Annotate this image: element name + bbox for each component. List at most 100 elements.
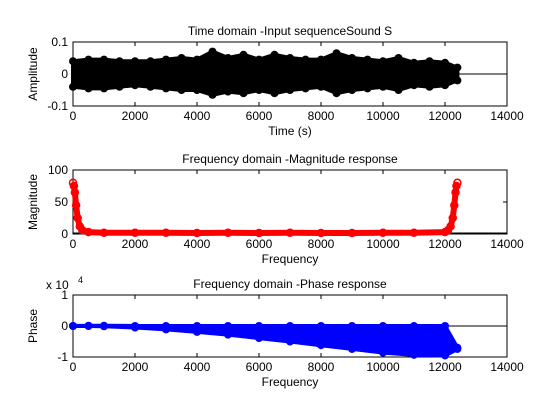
data-point [317,82,325,91]
data-point [317,341,325,350]
data-point [410,58,418,67]
y-tick-label: 50 [55,195,69,209]
y-tick-label: -0.1 [47,99,68,113]
data-point [99,228,109,237]
data-point [70,188,80,197]
y-tick-label: 0 [61,319,68,333]
data-point [363,55,372,64]
x-axis-label: Frequency [262,375,319,389]
data-point [131,323,139,332]
data-point [146,82,155,91]
data-point [224,330,232,339]
chart-title: Time domain -Input sequenceSound S [188,24,392,38]
data-point [69,322,77,330]
x-tick-label: 2000 [122,360,149,374]
data-point [71,200,81,210]
data-point [453,63,462,72]
y-tick-label: 1 [61,288,68,302]
x-tick-label: 2000 [122,109,149,123]
x-tick-label: 6000 [246,360,273,374]
x-tick-label: 0 [70,109,77,123]
x-tick-label: 14000 [490,237,524,251]
data-point [254,228,264,238]
data-point [448,213,457,223]
y-exponent-label: x 10 [46,278,69,292]
data-point [73,213,82,223]
data-point [177,86,186,94]
x-tick-label: 12000 [428,109,462,123]
x-tick-label: 8000 [308,237,335,251]
data-point [69,82,77,91]
data-point [441,81,449,90]
data-point [453,178,462,188]
data-point [379,57,387,66]
x-tick-label: 4000 [184,237,211,251]
y-axis-label: Amplitude [26,47,40,101]
data-point [450,200,459,210]
data-point [348,86,356,94]
data-point [317,55,325,64]
data-point [410,350,418,359]
data-point [348,322,356,330]
data-point [146,57,155,66]
data-point [193,55,201,64]
x-axis-label: Frequency [262,252,319,266]
data-point [255,55,263,64]
data-point [379,82,387,91]
data-point [255,86,263,94]
data-point [84,227,93,237]
x-tick-label: 14000 [490,360,524,374]
data-point [394,86,403,94]
x-tick-label: 10000 [366,360,400,374]
data-point [348,54,356,62]
x-tick-label: 4000 [184,109,211,123]
y-exponent-power: 4 [78,275,83,285]
data-point [84,84,93,93]
data-point [453,76,462,85]
data-point [286,337,294,346]
data-point [224,87,232,96]
data-point [379,322,387,330]
data-point [130,228,140,237]
x-tick-label: 8000 [308,109,335,123]
data-point [223,228,233,237]
data-point [410,322,418,330]
data-point [162,84,170,93]
data-point [100,55,108,64]
data-point [270,50,279,59]
data-point [162,325,170,334]
data-point [409,228,419,237]
data-point [348,344,356,353]
data-point [363,84,372,93]
x-tick-label: 14000 [490,109,524,123]
y-axis-label: Phase [26,309,40,343]
y-tick-label: 0 [61,67,68,81]
data-point [441,322,449,330]
data-point [394,54,403,62]
data-point [193,327,201,336]
x-tick-label: 0 [70,237,77,251]
data-point [332,89,341,98]
x-tick-label: 6000 [246,109,273,123]
data-point [301,84,310,93]
data-point [131,57,139,66]
y-tick-label: 0.1 [51,35,68,49]
data-point [84,55,93,64]
x-tick-label: 2000 [122,237,149,251]
x-tick-label: 10000 [366,237,400,251]
data-point [410,81,418,90]
data-point [441,351,449,360]
data-point [115,57,124,66]
data-point [301,55,310,64]
data-point [286,54,294,62]
data-point [453,344,462,353]
data-point [347,228,357,238]
chart-title: Frequency domain -Phase response [193,277,387,291]
data-point [255,334,263,343]
data-point [285,228,295,237]
x-tick-label: 6000 [246,237,273,251]
data-point [316,228,326,238]
data-point [193,86,201,94]
data-point [162,55,170,64]
y-tick-label: 0 [61,227,68,241]
